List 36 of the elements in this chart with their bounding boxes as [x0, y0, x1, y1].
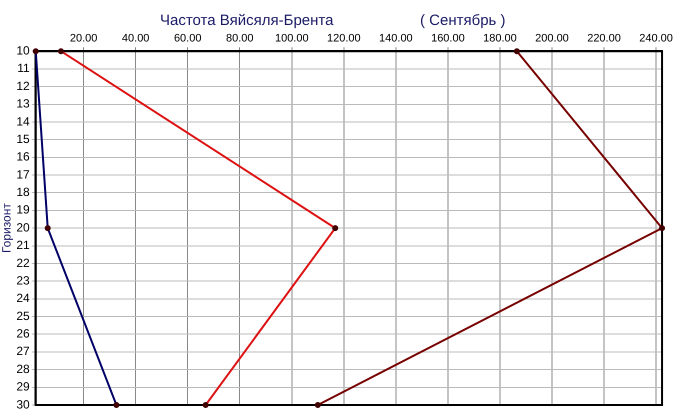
y-tick-label: 13	[16, 96, 30, 111]
x-tick-label: 200.00	[535, 32, 569, 45]
y-tick-label: 11	[17, 61, 30, 76]
x-tick-label: 140.00	[379, 32, 413, 45]
y-tick-label: 23	[16, 273, 30, 288]
y-tick-label: 21	[16, 238, 30, 252]
y-tick-label: 28	[16, 362, 30, 376]
x-tick-label: 60.00	[174, 32, 202, 45]
x-tick-label: 240.00	[639, 32, 673, 45]
x-tick-label: 220.00	[587, 32, 621, 45]
x-tick-label: 160.00	[431, 32, 465, 45]
y-tick-label: 16	[16, 150, 30, 164]
y-tick-label: 20	[16, 220, 30, 234]
x-tick-label: 180.00	[483, 32, 517, 45]
x-tick-label: 40.00	[122, 32, 150, 45]
y-tick-label: 22	[16, 256, 30, 270]
y-tick-label: 15	[16, 132, 30, 146]
y-tick-label: 29	[16, 380, 30, 394]
y-tick-label: 17	[16, 167, 30, 182]
y-tick-label: 14	[16, 114, 30, 128]
x-tick-label: 20.00	[70, 32, 98, 45]
y-tick-label: 12	[16, 78, 30, 93]
y-tick-label: 18	[16, 185, 30, 200]
y-tick-label: 30	[16, 397, 30, 412]
y-tick-label: 26	[16, 326, 30, 341]
chart-title: Частота Вяйсяля-Брента	[160, 12, 334, 29]
y-tick-label: 24	[16, 291, 30, 306]
y-tick-label: 10	[16, 44, 30, 58]
x-tick-label: 80.00	[226, 32, 254, 45]
x-tick-label: 120.00	[326, 32, 361, 45]
y-tick-label: 25	[16, 308, 30, 323]
y-axis-title: Горизонт	[0, 202, 14, 254]
y-tick-label: 27	[16, 344, 30, 358]
y-tick-label: 19	[16, 202, 30, 217]
x-tick-label: 100.00	[274, 32, 309, 45]
chart-subtitle: ( Сентябрь )	[420, 12, 506, 29]
